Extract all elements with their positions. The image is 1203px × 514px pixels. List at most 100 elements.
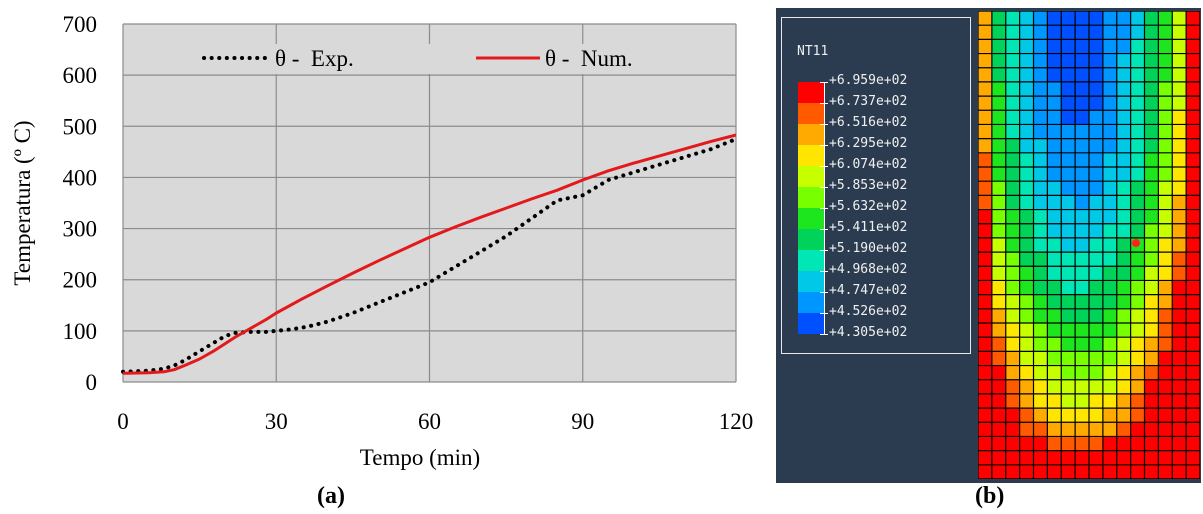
contour-cell <box>1061 181 1076 196</box>
contour-cell <box>1158 39 1173 55</box>
contour-legend-value: +6.295e+02 <box>829 136 908 151</box>
contour-cell <box>1075 351 1090 367</box>
contour-cell <box>1116 195 1132 211</box>
contour-cell <box>1061 195 1076 211</box>
contour-cell <box>1033 138 1048 154</box>
legend-tick-mark <box>820 103 828 104</box>
contour-cell <box>1061 294 1076 310</box>
contour-cell <box>1102 379 1118 395</box>
contour-cell <box>1019 266 1035 281</box>
contour-cell <box>1033 464 1048 479</box>
contour-cell <box>1047 252 1062 267</box>
contour-cell <box>1019 11 1035 26</box>
contour-cell <box>1116 167 1132 182</box>
contour-cell <box>1075 67 1090 83</box>
contour-legend-value: +6.074e+02 <box>829 157 908 172</box>
contour-cell <box>1075 280 1090 296</box>
contour-cell <box>991 337 1007 352</box>
contour-cell <box>1116 351 1132 367</box>
contour-cell <box>1116 436 1132 452</box>
contour-cell <box>978 450 993 466</box>
contour-cell <box>1075 195 1090 211</box>
contour-cell <box>1158 167 1173 182</box>
contour-cell <box>978 337 993 352</box>
contour-cell <box>1172 39 1187 55</box>
contour-cell <box>1033 209 1048 225</box>
contour-cell <box>978 138 993 154</box>
contour-cell <box>1158 152 1173 168</box>
contour-legend-value: +4.747e+02 <box>829 283 908 298</box>
contour-cell <box>1172 152 1187 168</box>
contour-cell <box>1116 67 1132 83</box>
contour-cell <box>1102 124 1118 140</box>
contour-cell <box>978 393 993 409</box>
contour-cell <box>1116 96 1132 111</box>
color-swatch <box>798 145 824 166</box>
contour-cell <box>1102 464 1118 479</box>
contour-cell <box>1005 167 1021 182</box>
contour-cell <box>1102 11 1118 26</box>
color-swatch <box>798 124 824 145</box>
contour-cell <box>978 53 993 69</box>
contour-cell <box>1144 67 1159 83</box>
contour-cell <box>1116 152 1132 168</box>
contour-cell <box>1186 280 1200 296</box>
contour-cell <box>1102 436 1118 452</box>
contour-cell <box>1047 195 1062 211</box>
contour-cell <box>1116 53 1132 69</box>
contour-cell <box>1172 209 1187 225</box>
legend-tick-mark <box>820 166 828 167</box>
contour-cell <box>1130 96 1146 111</box>
contour-cell <box>1047 223 1062 239</box>
contour-cell <box>1144 280 1159 296</box>
contour-cell <box>1144 337 1159 352</box>
contour-cell <box>1061 223 1076 239</box>
contour-cell <box>1033 53 1048 69</box>
contour-cell <box>1144 152 1159 168</box>
contour-cell <box>1172 294 1187 310</box>
contour-cell <box>1047 337 1062 352</box>
contour-cell <box>1075 138 1090 154</box>
color-swatch <box>798 292 824 313</box>
contour-cell <box>1102 138 1118 154</box>
contour-cell <box>1144 138 1159 154</box>
contour-cell <box>1158 195 1173 211</box>
contour-cell <box>1061 365 1076 381</box>
contour-cell <box>1102 408 1118 423</box>
contour-cell <box>1089 81 1104 97</box>
contour-cell <box>1033 11 1048 26</box>
contour-cell <box>991 167 1007 182</box>
contour-cell <box>1144 39 1159 55</box>
contour-cell <box>1116 81 1132 97</box>
contour-cell <box>1089 337 1104 352</box>
contour-cell <box>1130 209 1146 225</box>
contour-cell <box>1019 81 1035 97</box>
contour-legend-value: +5.190e+02 <box>829 241 908 256</box>
contour-cell <box>1047 81 1062 97</box>
color-swatch <box>798 250 824 271</box>
contour-cell <box>1033 167 1048 182</box>
contour-cell <box>1130 25 1146 40</box>
contour-cell <box>1005 152 1021 168</box>
contour-cell <box>991 252 1007 267</box>
color-swatch <box>798 208 824 229</box>
contour-cell <box>1019 337 1035 352</box>
contour-cell <box>1158 67 1173 83</box>
contour-cell <box>1130 167 1146 182</box>
contour-cell <box>1019 280 1035 296</box>
contour-cell <box>1116 266 1132 281</box>
contour-cell <box>1005 110 1021 125</box>
contour-cell <box>1089 25 1104 40</box>
contour-cell <box>1075 181 1090 196</box>
contour-cell <box>1186 308 1200 324</box>
contour-cell <box>1047 294 1062 310</box>
contour-cell <box>1019 323 1035 338</box>
contour-cell <box>1089 280 1104 296</box>
contour-cell <box>1102 223 1118 239</box>
contour-cell <box>1033 124 1048 140</box>
contour-cell <box>1061 25 1076 40</box>
contour-cell <box>1144 181 1159 196</box>
contour-cell <box>1047 25 1062 40</box>
contour-cell <box>1019 124 1035 140</box>
contour-legend-value: +6.516e+02 <box>829 115 908 130</box>
